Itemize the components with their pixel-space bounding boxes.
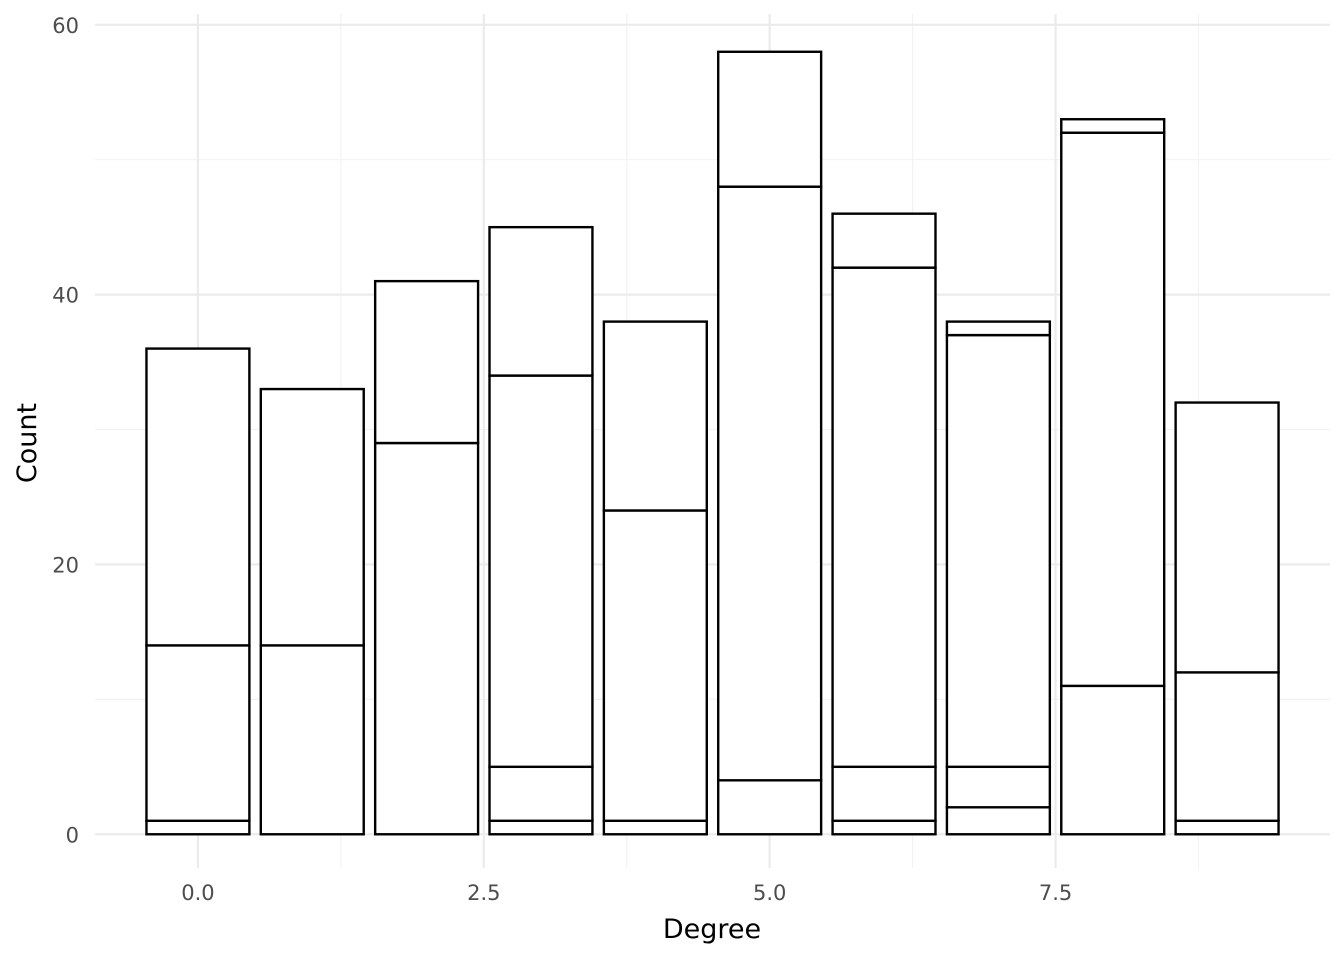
bar-segment [488,765,594,822]
bar-segment [717,185,823,782]
bar-segment [831,266,937,769]
bar-stack [488,225,594,836]
bar-segment [945,333,1052,769]
bar-stack [1060,118,1166,836]
bar-segment [1060,131,1166,688]
x-axis-ticks: 0.0 2.5 5.0 7.5 [181,881,1072,905]
y-tick-label: 20 [52,553,79,577]
bar-segment [945,320,1052,337]
bar-segment [259,644,365,836]
bar-segment [602,509,708,822]
bar-segment [1060,684,1166,836]
bar-segment [488,374,594,769]
bar-segment [831,819,937,836]
bar-stack [145,347,251,836]
bar-segment [1060,118,1166,134]
bar-segment [945,806,1052,836]
bar-segment [1174,401,1280,674]
y-axis-title: Count [12,403,43,483]
x-tick-label: 7.5 [1039,881,1072,905]
x-tick-label: 0.0 [181,881,214,905]
y-tick-label: 60 [52,14,79,38]
x-tick-label: 5.0 [753,881,786,905]
bar-segment [1174,819,1280,836]
bar-segment [373,441,480,836]
bar-stack [717,50,823,836]
bar-segment [831,765,937,822]
bar-segment [717,779,823,836]
bar-segment [717,50,823,188]
bars [145,50,1280,836]
bar-segment [259,387,365,647]
bar-stack [373,279,480,836]
y-axis-ticks: 0 20 40 60 [52,14,79,847]
bar-segment [602,320,708,512]
bar-stack [831,212,937,836]
bar-segment [602,819,708,836]
bar-segment [373,279,480,445]
bar-segment [831,212,937,269]
y-tick-label: 40 [52,284,79,308]
bar-segment [1174,671,1280,822]
bar-stack [945,320,1052,836]
bar-segment [945,765,1052,809]
bar-segment [145,819,251,836]
bar-stack [602,320,708,836]
bar-segment [488,225,594,377]
bar-segment [145,347,251,647]
bar-stack [259,387,365,836]
bar-segment [488,819,594,836]
bar-segment [145,644,251,822]
x-tick-label: 2.5 [467,881,500,905]
y-tick-label: 0 [66,823,79,847]
x-axis-title: Degree [663,914,761,945]
bar-stack [1174,401,1280,836]
